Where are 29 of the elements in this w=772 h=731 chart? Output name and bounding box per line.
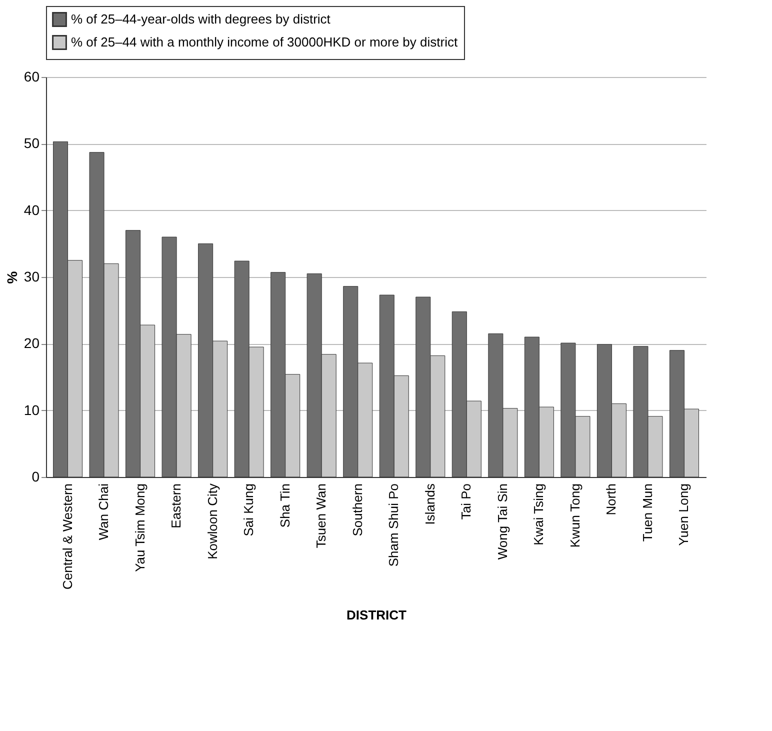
y-tick-label: 50 xyxy=(24,135,40,152)
y-tick-label: 20 xyxy=(24,335,40,352)
x-tick-label: Yau Tsim Mong xyxy=(132,484,148,572)
x-tick-label: Eastern xyxy=(168,484,184,528)
x-tick-label: Wan Chai xyxy=(96,483,112,540)
x-tick-label: North xyxy=(604,484,619,516)
x-tick-label: Central & Western xyxy=(60,484,75,590)
x-tick-label: Sai Kung xyxy=(241,484,256,536)
legend-label: % of 25–44 with a monthly income of 30000HKD or more by district xyxy=(71,34,458,50)
x-tick-label: Tsuen Wan xyxy=(314,484,329,548)
x-tick-label: Southern xyxy=(350,484,365,536)
x-tick-label: Kwai Tsing xyxy=(531,484,546,546)
y-axis-title: % xyxy=(4,270,20,284)
x-tick-label: Sha Tin xyxy=(277,484,292,528)
x-tick-label: Tai Po xyxy=(458,484,474,520)
x-tick-label: Tuen Mun xyxy=(640,484,655,542)
x-tick-label: Kwun Tong xyxy=(567,484,582,548)
x-axis-title: DISTRICT xyxy=(346,607,407,622)
x-tick-label: Wong Tai Sin xyxy=(494,484,510,560)
y-tick-label: 10 xyxy=(24,402,40,418)
y-tick-label: 40 xyxy=(24,202,40,218)
x-tick-label: Islands xyxy=(422,483,438,525)
y-tick-label: 60 xyxy=(24,68,40,84)
y-tick-label: 30 xyxy=(24,268,40,284)
x-tick-label: Kowloon City xyxy=(204,483,220,560)
legend-label: % of 25–44-year-olds with degrees by district xyxy=(71,12,331,26)
x-tick-label: Yuen Long xyxy=(676,484,692,546)
y-tick-label: 0 xyxy=(32,468,40,484)
x-tick-label: Sham Shui Po xyxy=(386,484,402,567)
